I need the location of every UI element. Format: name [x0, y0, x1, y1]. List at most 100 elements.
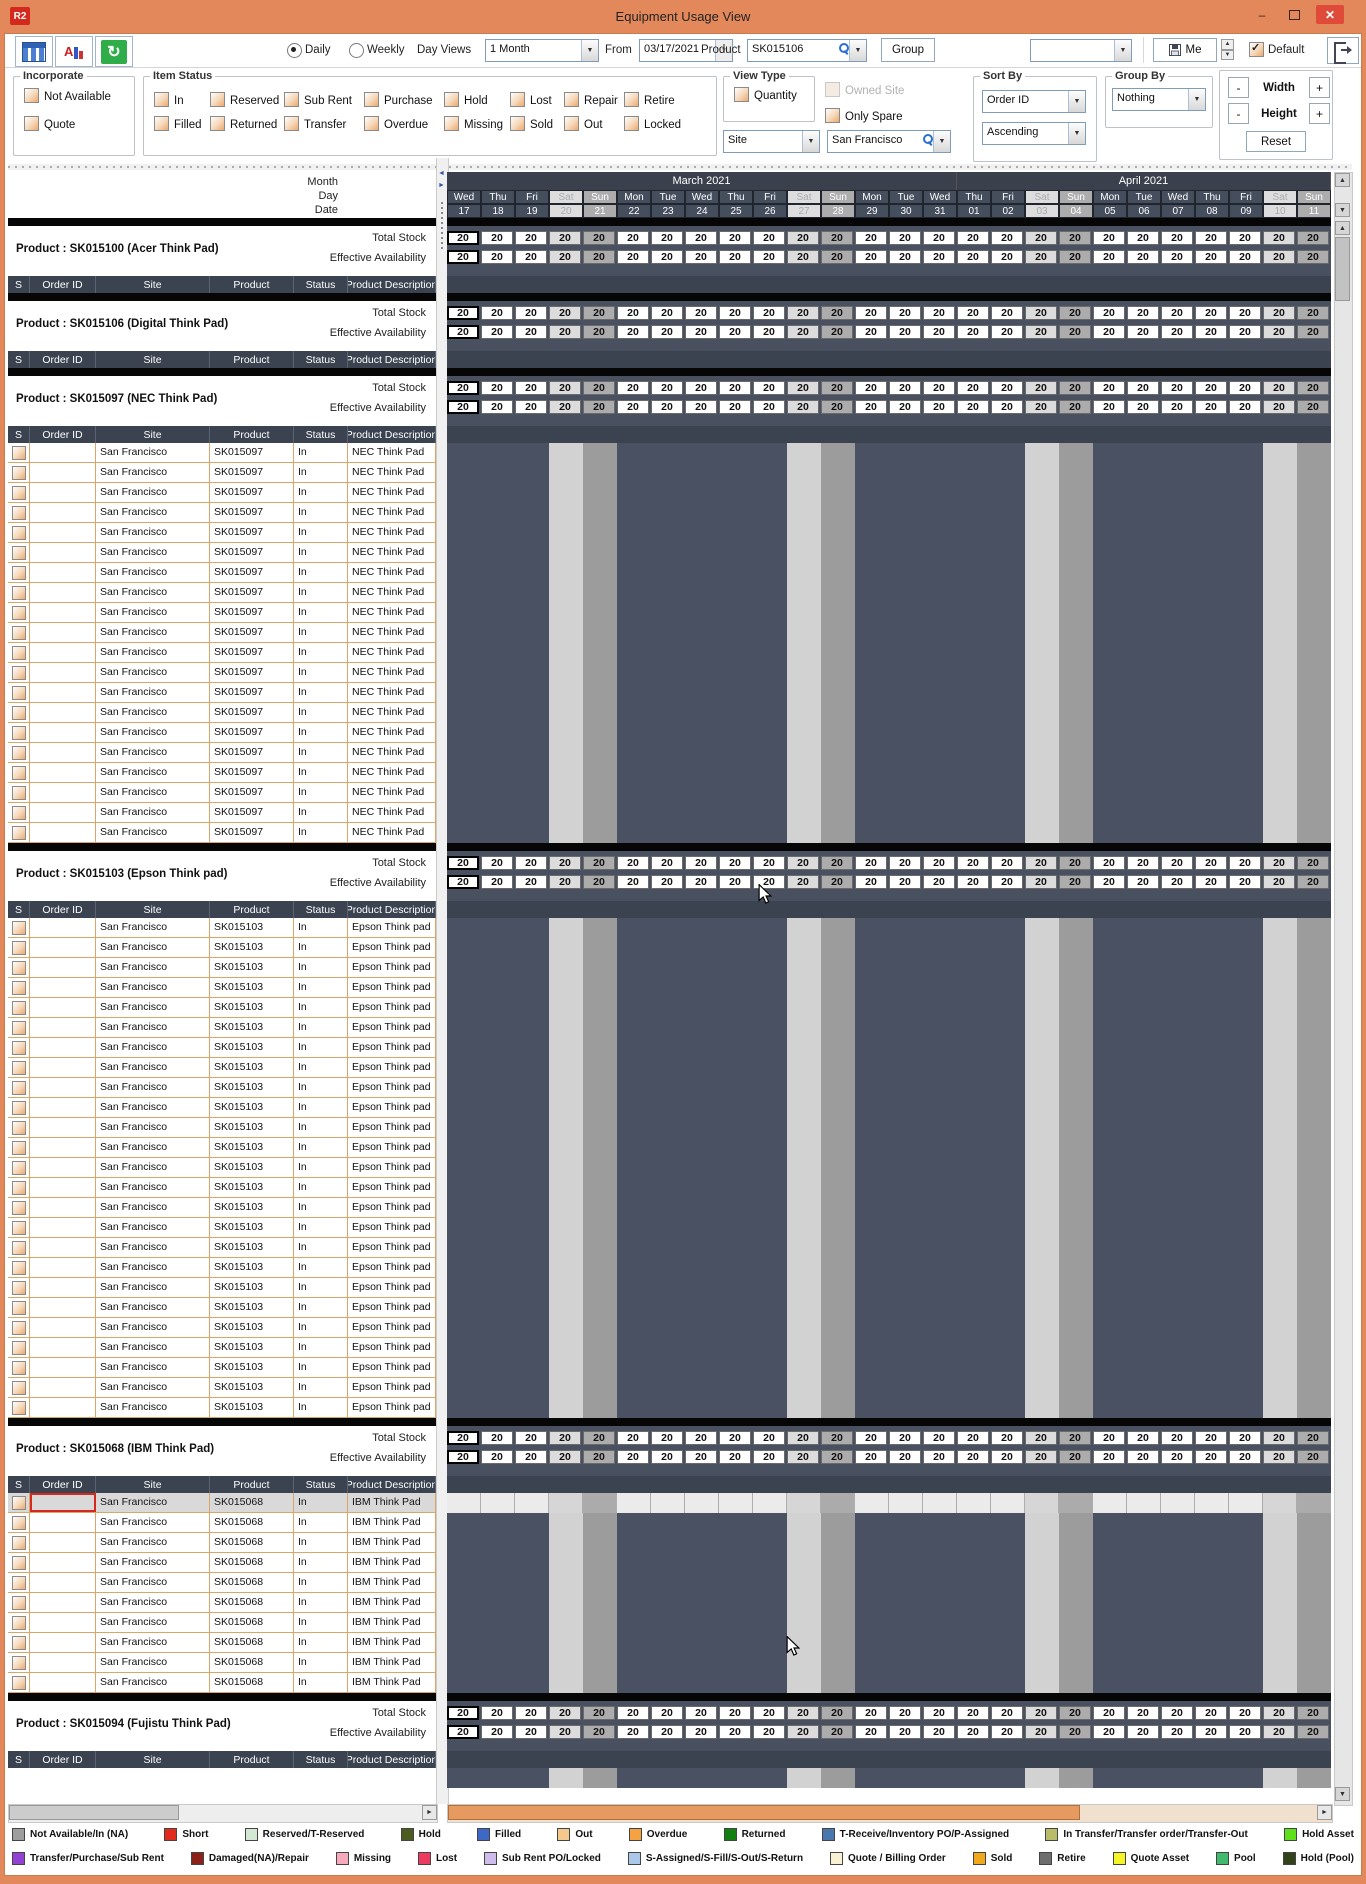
table-horizontal-scrollbar[interactable]: ►: [8, 1804, 438, 1823]
row-checkbox[interactable]: [11, 1160, 26, 1175]
table-row[interactable]: San Francisco SK015103 In Epson Think pad: [8, 1178, 436, 1198]
chevron-down-icon[interactable]: ▼: [1114, 40, 1131, 61]
height-minus-button[interactable]: -: [1228, 103, 1249, 124]
row-checkbox[interactable]: [11, 565, 26, 580]
incorporate-checkbox[interactable]: [24, 116, 39, 131]
scroll-right-icon[interactable]: ►: [1317, 1805, 1332, 1820]
table-row[interactable]: San Francisco SK015103 In Epson Think pad: [8, 1318, 436, 1338]
item-status-checkbox[interactable]: [210, 116, 225, 131]
table-row[interactable]: San Francisco SK015103 In Epson Think pad: [8, 1338, 436, 1358]
row-select-cell[interactable]: [8, 743, 30, 762]
row-select-cell[interactable]: [8, 503, 30, 522]
item-status-checkbox[interactable]: [364, 116, 379, 131]
table-row[interactable]: San Francisco SK015097 In NEC Think Pad: [8, 803, 436, 823]
row-select-cell[interactable]: [8, 1038, 30, 1057]
row-select-cell[interactable]: [8, 1378, 30, 1397]
row-checkbox[interactable]: [11, 785, 26, 800]
row-checkbox[interactable]: [11, 1400, 26, 1415]
vertical-scrollbar[interactable]: ▲ ▼ ▲ ▼: [1334, 172, 1353, 1806]
row-checkbox[interactable]: [11, 585, 26, 600]
row-checkbox[interactable]: [11, 920, 26, 935]
row-checkbox[interactable]: [11, 1575, 26, 1590]
usage-grid-icon[interactable]: [15, 36, 53, 67]
row-checkbox[interactable]: [11, 1100, 26, 1115]
sort-az-icon[interactable]: A: [55, 36, 93, 67]
chevron-down-icon[interactable]: ▼: [581, 40, 598, 61]
table-row[interactable]: San Francisco SK015103 In Epson Think pad: [8, 1138, 436, 1158]
row-select-cell[interactable]: [8, 958, 30, 977]
row-select-cell[interactable]: [8, 583, 30, 602]
chevron-down-icon[interactable]: ▼: [849, 40, 866, 61]
row-checkbox[interactable]: [11, 1535, 26, 1550]
item-status-checkbox[interactable]: [210, 92, 225, 107]
row-checkbox[interactable]: [11, 745, 26, 760]
row-checkbox[interactable]: [11, 825, 26, 840]
row-select-cell[interactable]: [8, 1298, 30, 1317]
item-status-checkbox[interactable]: [444, 92, 459, 107]
row-checkbox[interactable]: [11, 805, 26, 820]
search-icon[interactable]: [922, 134, 933, 147]
table-row[interactable]: San Francisco SK015103 In Epson Think pad: [8, 918, 436, 938]
horizontal-scroll-thumb[interactable]: [448, 1805, 1080, 1820]
maximize-button[interactable]: [1280, 5, 1308, 24]
row-select-cell[interactable]: [8, 463, 30, 482]
table-row[interactable]: San Francisco SK015097 In NEC Think Pad: [8, 783, 436, 803]
table-row[interactable]: San Francisco SK015097 In NEC Think Pad: [8, 443, 436, 463]
height-plus-button[interactable]: +: [1309, 103, 1330, 124]
row-select-cell[interactable]: [8, 683, 30, 702]
table-row[interactable]: San Francisco SK015097 In NEC Think Pad: [8, 743, 436, 763]
table-row[interactable]: San Francisco SK015097 In NEC Think Pad: [8, 683, 436, 703]
row-checkbox[interactable]: [11, 1300, 26, 1315]
table-row[interactable]: San Francisco SK015097 In NEC Think Pad: [8, 643, 436, 663]
item-status-checkbox[interactable]: [154, 116, 169, 131]
incorporate-checkbox[interactable]: [24, 88, 39, 103]
chevron-down-icon[interactable]: ▼: [933, 131, 950, 152]
chevron-down-icon[interactable]: ▼: [802, 131, 819, 152]
row-checkbox[interactable]: [11, 1495, 26, 1510]
row-select-cell[interactable]: [8, 918, 30, 937]
row-checkbox[interactable]: [11, 1515, 26, 1530]
scroll-up-icon[interactable]: ▲: [1335, 221, 1350, 235]
table-row[interactable]: San Francisco SK015097 In NEC Think Pad: [8, 723, 436, 743]
row-checkbox[interactable]: [11, 1280, 26, 1295]
table-row[interactable]: San Francisco SK015103 In Epson Think pad: [8, 1018, 436, 1038]
row-select-cell[interactable]: [8, 603, 30, 622]
row-checkbox[interactable]: [11, 1555, 26, 1570]
table-row[interactable]: San Francisco SK015097 In NEC Think Pad: [8, 763, 436, 783]
table-row[interactable]: San Francisco SK015103 In Epson Think pad: [8, 938, 436, 958]
quantity-checkbox[interactable]: [734, 87, 749, 102]
row-select-cell[interactable]: [8, 543, 30, 562]
table-row[interactable]: San Francisco SK015097 In NEC Think Pad: [8, 583, 436, 603]
scroll-down-icon[interactable]: ▼: [1335, 203, 1350, 217]
table-row[interactable]: San Francisco SK015068 In IBM Think Pad: [8, 1593, 436, 1613]
row-checkbox[interactable]: [11, 1360, 26, 1375]
item-status-checkbox[interactable]: [624, 92, 639, 107]
weekly-radio[interactable]: [349, 43, 364, 58]
row-select-cell[interactable]: [8, 1513, 30, 1532]
table-row[interactable]: San Francisco SK015103 In Epson Think pad: [8, 1198, 436, 1218]
row-select-cell[interactable]: [8, 823, 30, 842]
row-checkbox[interactable]: [11, 1380, 26, 1395]
row-select-cell[interactable]: [8, 1633, 30, 1652]
chevron-down-icon[interactable]: ▼: [1068, 91, 1085, 112]
table-row[interactable]: San Francisco SK015097 In NEC Think Pad: [8, 543, 436, 563]
spin-down-icon[interactable]: ▼: [1221, 49, 1234, 60]
item-status-checkbox[interactable]: [284, 116, 299, 131]
scroll-right-icon[interactable]: ►: [422, 1805, 437, 1820]
row-select-cell[interactable]: [8, 563, 30, 582]
width-minus-button[interactable]: -: [1228, 77, 1249, 98]
table-row[interactable]: San Francisco SK015103 In Epson Think pad: [8, 998, 436, 1018]
row-select-cell[interactable]: [8, 1118, 30, 1137]
table-row[interactable]: San Francisco SK015068 In IBM Think Pad: [8, 1633, 436, 1653]
collapse-right-icon[interactable]: ►: [438, 182, 445, 189]
row-checkbox[interactable]: [11, 465, 26, 480]
site-search-input[interactable]: San Francisco ▼: [827, 130, 951, 153]
table-row[interactable]: San Francisco SK015068 In IBM Think Pad: [8, 1493, 436, 1513]
table-row[interactable]: San Francisco SK015103 In Epson Think pad: [8, 1058, 436, 1078]
row-checkbox[interactable]: [11, 485, 26, 500]
only-spare-checkbox[interactable]: [825, 108, 840, 123]
save-me-button[interactable]: Me: [1153, 38, 1217, 62]
product-search-input[interactable]: SK015106 ▼: [747, 39, 867, 62]
row-select-cell[interactable]: [8, 1018, 30, 1037]
row-checkbox[interactable]: [11, 1040, 26, 1055]
